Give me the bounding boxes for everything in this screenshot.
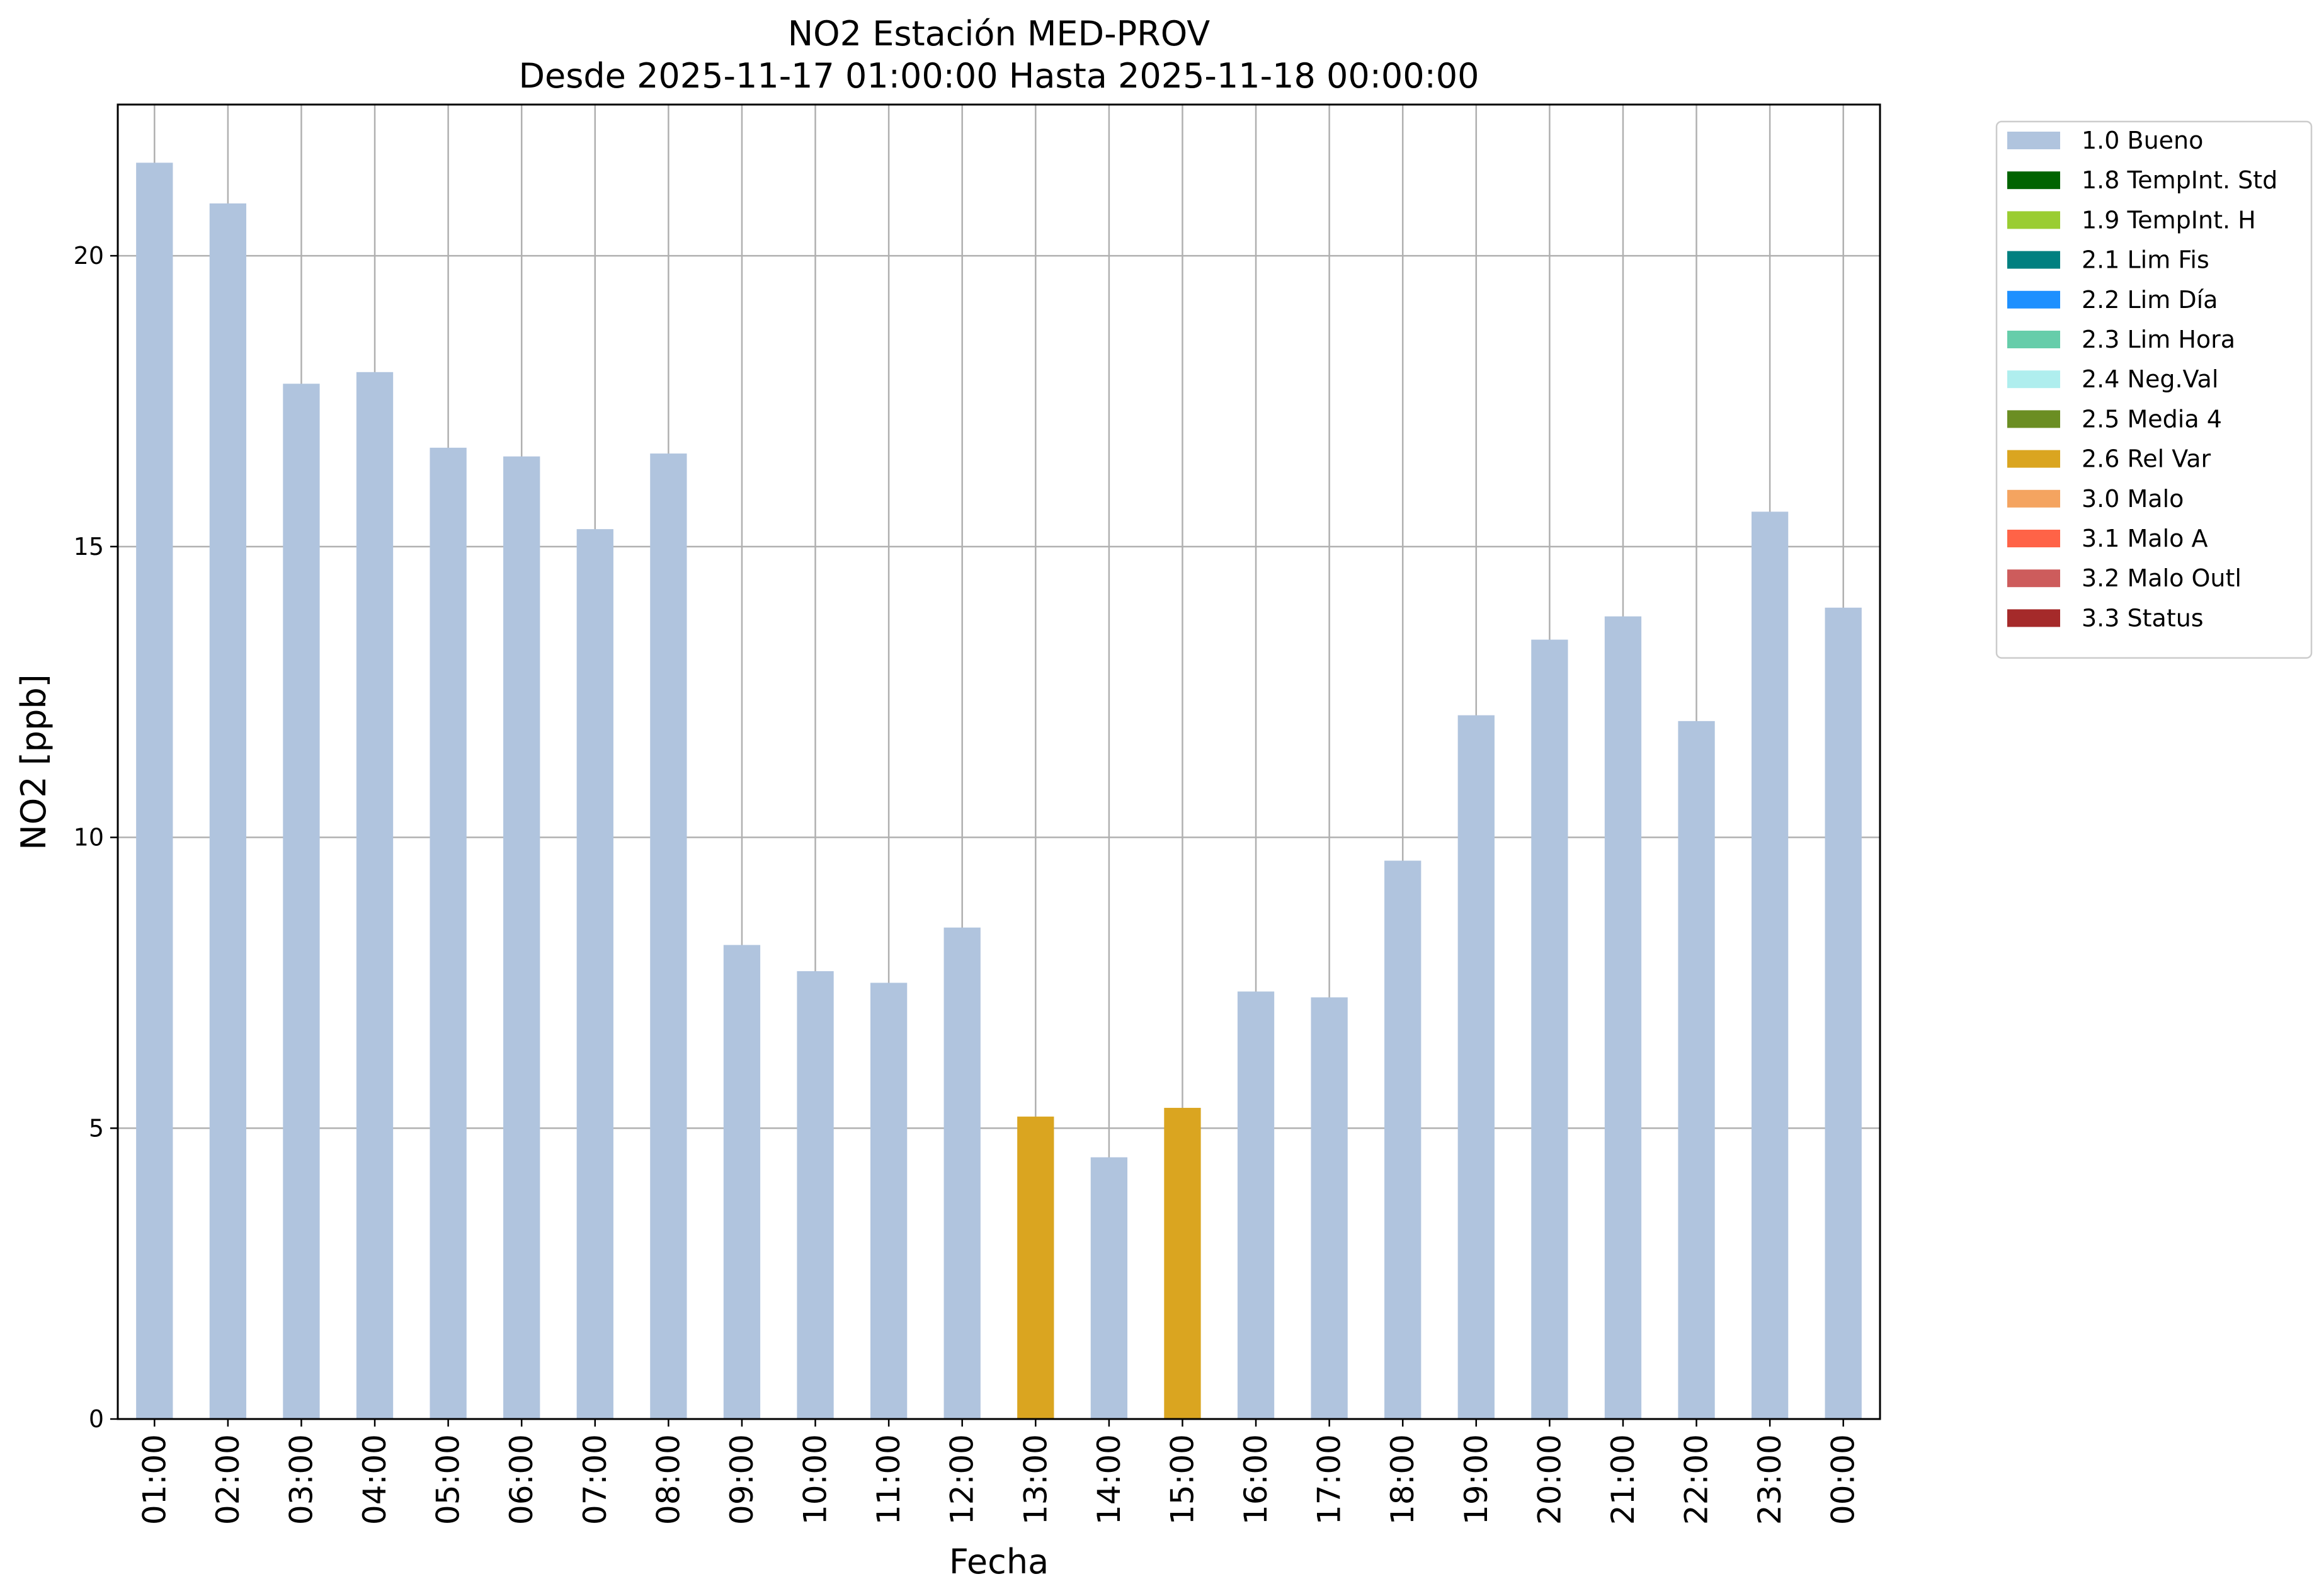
bar-0300: [283, 384, 320, 1420]
x-tick-label: 02:00: [210, 1434, 246, 1525]
x-tick-label: 15:00: [1164, 1434, 1200, 1525]
x-tick-label: 01:00: [136, 1434, 173, 1525]
bar-0500: [430, 447, 467, 1419]
legend-swatch: [2007, 331, 2060, 348]
bar-0100: [136, 162, 173, 1420]
bar-1900: [1457, 715, 1495, 1419]
legend-label: 1.9 TempInt. H: [2082, 206, 2256, 234]
x-axis-label: Fecha: [949, 1542, 1049, 1582]
legend-swatch: [2007, 290, 2060, 309]
y-tick-label: 10: [74, 824, 104, 852]
legend-swatch: [2007, 171, 2060, 190]
legend-label: 2.4 Neg.Val: [2082, 365, 2218, 393]
bars: [136, 162, 1862, 1420]
x-tick-label: 04:00: [356, 1434, 393, 1525]
bar-0400: [356, 372, 394, 1419]
x-tick-label: 10:00: [797, 1434, 834, 1525]
legend-label: 2.6 Rel Var: [2082, 445, 2211, 473]
x-tick-label: 09:00: [724, 1434, 760, 1525]
bar-1000: [797, 971, 834, 1419]
x-tick-label: 17:00: [1311, 1434, 1348, 1525]
legend-label: 3.0 Malo: [2082, 485, 2184, 513]
bar-1500: [1164, 1107, 1201, 1419]
x-tick-label: 14:00: [1091, 1434, 1127, 1525]
x-tick-label: 11:00: [870, 1434, 907, 1525]
x-tick-label: 12:00: [944, 1434, 981, 1525]
chart-title: NO2 Estación MED-PROV: [788, 14, 1210, 54]
bar-2000: [1531, 639, 1568, 1419]
legend-label: 2.1 Lim Fis: [2082, 246, 2209, 274]
x-tick-label: 03:00: [283, 1434, 319, 1525]
bar-2300: [1751, 511, 1789, 1419]
legend-label: 3.1 Malo A: [2082, 525, 2208, 552]
x-tick-label: 13:00: [1017, 1434, 1054, 1525]
x-tick-label: 08:00: [650, 1434, 687, 1525]
bar-1700: [1311, 997, 1348, 1419]
x-tick-label: 06:00: [503, 1434, 540, 1525]
legend-label: 1.0 Bueno: [2082, 127, 2203, 154]
bar-1200: [943, 927, 981, 1419]
y-tick-label: 0: [89, 1405, 104, 1433]
y-tick-label: 15: [74, 533, 104, 561]
plot-frame: [117, 103, 1881, 1420]
bar-0700: [576, 529, 613, 1420]
x-tick-label: 18:00: [1384, 1434, 1421, 1525]
legend-swatch: [2007, 132, 2060, 149]
legend-label: 3.3 Status: [2082, 604, 2204, 632]
bar-0600: [503, 456, 540, 1420]
legend-label: 2.2 Lim Día: [2082, 286, 2218, 314]
bar-2100: [1604, 616, 1642, 1419]
x-tick-label: 05:00: [430, 1434, 467, 1525]
bar-0200: [209, 203, 247, 1420]
legend-swatch: [2007, 450, 2060, 468]
x-axis: 01:00 02:00 03:00 04:00 05:00 06:00 07:00 08:00…: [136, 1419, 1862, 1525]
y-tick-label: 20: [74, 242, 104, 270]
bar-2200: [1678, 721, 1715, 1419]
bar-1300: [1017, 1116, 1054, 1419]
bar-0000: [1825, 607, 1862, 1419]
bar-0800: [650, 453, 687, 1419]
x-tick-label: 19:00: [1458, 1434, 1495, 1525]
bar-0900: [723, 945, 761, 1419]
legend-label: 3.2 Malo Outl: [2082, 564, 2242, 592]
legend-swatch: [2007, 569, 2060, 588]
x-tick-label: 22:00: [1678, 1434, 1715, 1525]
y-axis: 0 5 10 15 20: [74, 242, 118, 1433]
legend-swatch: [2007, 211, 2060, 229]
legend-swatch: [2007, 251, 2060, 269]
legend-swatch: [2007, 530, 2060, 547]
legend-label: 2.5 Media 4: [2082, 405, 2222, 433]
x-tick-label: 23:00: [1752, 1434, 1788, 1525]
legend-swatch: [2007, 370, 2060, 389]
legend-swatch: [2007, 410, 2060, 428]
bar-1100: [870, 983, 908, 1419]
legend-label: 1.8 TempInt. Std: [2082, 166, 2277, 194]
legend: 1.0 Bueno 1.8 TempInt. Std 1.9 TempInt. H 2…: [1995, 120, 2313, 659]
x-tick-label: 16:00: [1238, 1434, 1274, 1525]
x-tick-label: 21:00: [1605, 1434, 1641, 1525]
legend-swatch: [2007, 489, 2060, 508]
legend-label: 2.3 Lim Hora: [2082, 326, 2235, 353]
bar-1800: [1384, 860, 1422, 1419]
x-tick-label: 00:00: [1825, 1434, 1862, 1525]
y-tick-label: 5: [89, 1114, 104, 1142]
y-axis-label: NO2 [ppb]: [14, 674, 54, 850]
x-tick-label: 07:00: [577, 1434, 613, 1525]
legend-box: [1995, 120, 2313, 659]
legend-swatch: [2007, 609, 2060, 627]
x-tick-label: 20:00: [1531, 1434, 1568, 1525]
chart-subtitle: Desde 2025-11-17 01:00:00 Hasta 2025-11-…: [518, 56, 1479, 96]
bar-1400: [1090, 1157, 1128, 1419]
bar-1600: [1237, 991, 1275, 1419]
